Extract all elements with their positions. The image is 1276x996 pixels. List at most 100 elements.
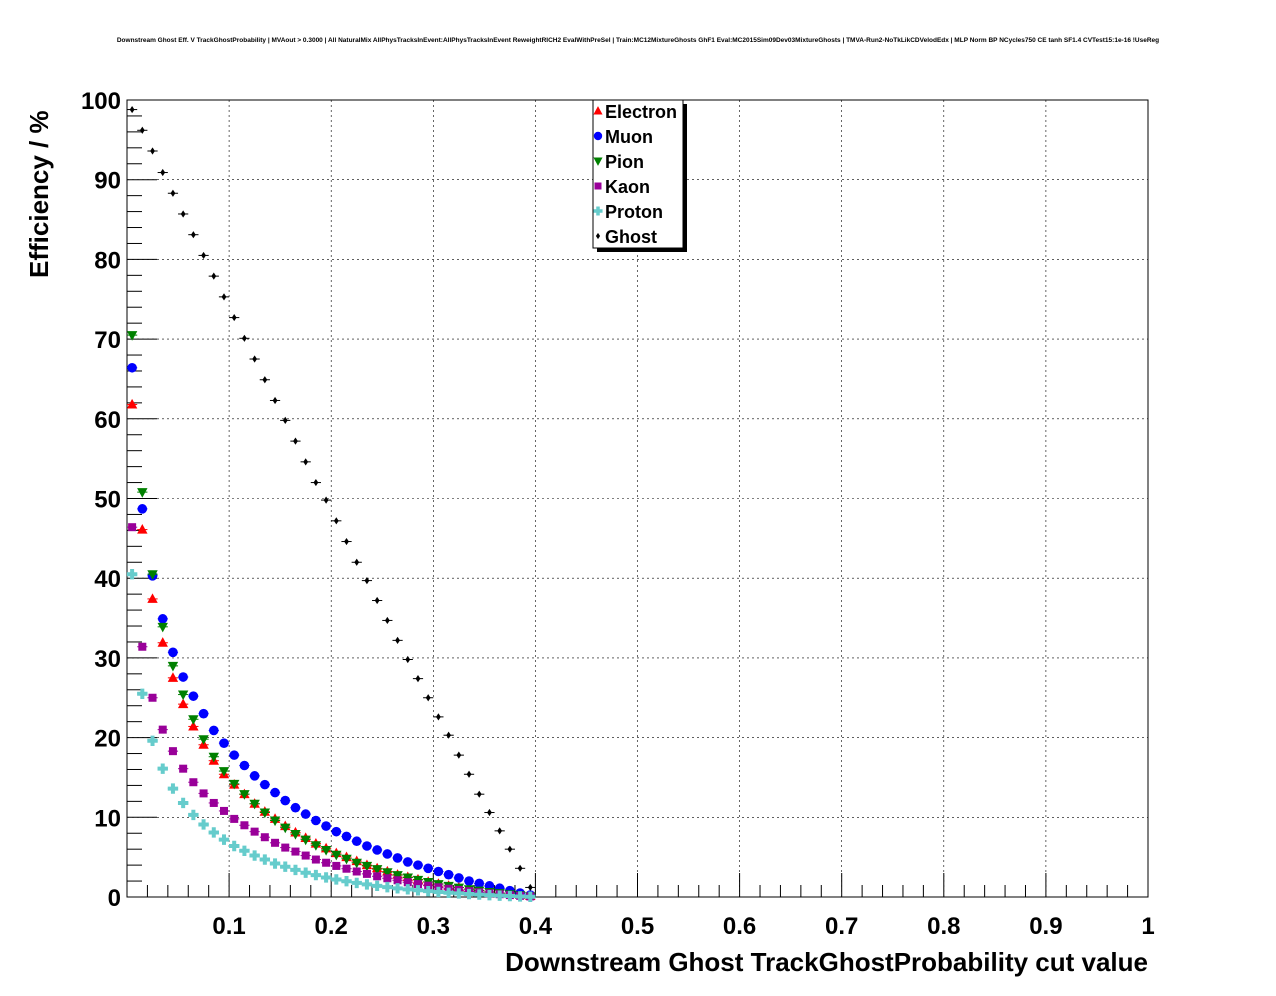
- data-point: [413, 860, 423, 870]
- legend-label-muon: Muon: [605, 127, 653, 147]
- x-tick-label: 0.7: [825, 913, 858, 940]
- data-point: [221, 293, 227, 301]
- data-point: [280, 861, 291, 872]
- data-point: [198, 819, 209, 830]
- legend-label-electron: Electron: [605, 102, 677, 122]
- series-pion: [126, 331, 536, 902]
- data-point: [198, 735, 209, 745]
- data-point: [354, 558, 360, 566]
- data-point: [342, 864, 351, 873]
- data-point: [527, 883, 533, 892]
- legend-marker-muon: [593, 131, 603, 141]
- data-point: [351, 858, 362, 869]
- data-point: [188, 691, 199, 701]
- data-point: [344, 537, 349, 546]
- data-point: [454, 873, 464, 883]
- x-tick-labels: 0.1 0.2 0.3 0.4 0.5 0.6 0.7 0.8 0.9 1: [212, 913, 1154, 940]
- data-point: [466, 770, 472, 778]
- data-point: [271, 838, 280, 847]
- x-tick-label: 0.1: [212, 913, 245, 940]
- data-point: [464, 876, 474, 886]
- data-point: [262, 376, 268, 384]
- data-point: [484, 889, 495, 901]
- data-point: [218, 834, 230, 845]
- data-point: [323, 496, 329, 504]
- data-point: [405, 655, 411, 664]
- data-point: [230, 814, 239, 823]
- data-point: [168, 647, 178, 658]
- data-point: [259, 808, 271, 819]
- data-point: [198, 708, 209, 719]
- legend: Electron Muon Pion Kaon Proton Ghost: [592, 99, 687, 252]
- data-point: [504, 890, 516, 902]
- data-point: [497, 827, 503, 835]
- data-point: [270, 787, 280, 798]
- data-point: [373, 872, 382, 881]
- data-point: [168, 747, 177, 756]
- data-point: [494, 890, 505, 901]
- legend-label-proton: Proton: [605, 202, 663, 222]
- data-point: [300, 835, 311, 846]
- data-point: [177, 797, 189, 809]
- data-point: [525, 891, 536, 902]
- data-point: [331, 826, 342, 837]
- series-muon: [127, 362, 536, 900]
- data-point: [433, 886, 444, 898]
- data-point: [361, 879, 373, 890]
- data-point: [137, 488, 148, 498]
- data-point: [301, 851, 310, 860]
- y-tick-label: 70: [94, 327, 121, 354]
- data-point: [126, 398, 138, 409]
- data-point: [259, 854, 271, 865]
- data-point: [177, 698, 189, 709]
- data-point: [290, 830, 301, 840]
- data-point: [361, 861, 373, 872]
- data-point: [208, 827, 219, 838]
- data-point: [402, 857, 413, 867]
- data-point: [474, 878, 485, 889]
- data-point: [190, 231, 196, 239]
- data-point: [272, 396, 278, 405]
- data-point: [208, 752, 219, 763]
- data-point: [320, 872, 332, 883]
- legend-marker-electron: [593, 106, 603, 115]
- data-point: [371, 865, 383, 875]
- data-point: [364, 576, 370, 585]
- data-point: [211, 272, 217, 280]
- data-point: [147, 570, 158, 580]
- data-point: [180, 210, 186, 218]
- data-point: [281, 843, 290, 852]
- data-point: [290, 802, 301, 813]
- data-point: [282, 416, 288, 424]
- data-point: [402, 884, 413, 895]
- data-point: [382, 868, 393, 878]
- data-point: [433, 866, 444, 877]
- data-point: [362, 841, 372, 851]
- data-point: [341, 831, 352, 842]
- grid-lines: [127, 100, 1148, 897]
- y-tick-label: 100: [81, 88, 121, 115]
- data-point: [332, 861, 341, 870]
- data-point: [333, 517, 339, 525]
- x-axis-label: Downstream Ghost TrackGhostProbability c…: [505, 947, 1148, 977]
- data-point: [148, 693, 157, 702]
- data-point: [160, 168, 166, 177]
- data-point: [239, 790, 250, 800]
- data-point: [341, 854, 352, 865]
- data-point: [150, 147, 155, 155]
- data-point: [352, 867, 361, 876]
- data-point: [147, 735, 158, 746]
- data-point: [413, 880, 422, 889]
- data-point: [372, 845, 382, 855]
- data-point: [453, 888, 465, 899]
- data-point: [260, 833, 269, 842]
- y-tick-label: 20: [94, 726, 121, 753]
- y-tick-label: 40: [94, 566, 121, 593]
- data-point: [199, 789, 208, 798]
- data-point: [383, 874, 392, 883]
- x-tick-label: 0.9: [1029, 913, 1062, 940]
- data-point: [219, 738, 229, 748]
- legend-label-pion: Pion: [605, 152, 644, 172]
- data-point: [463, 888, 475, 900]
- data-point: [229, 840, 240, 852]
